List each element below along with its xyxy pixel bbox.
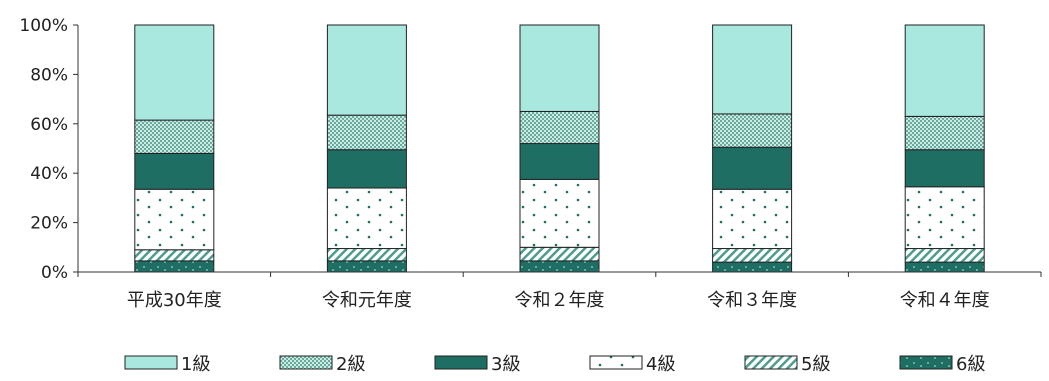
legend: 1級 2級 3級 4級 5級 6級 bbox=[124, 354, 985, 375]
bar-segment bbox=[326, 114, 407, 151]
bar-segment bbox=[134, 119, 215, 154]
bar-segment bbox=[134, 152, 215, 190]
y-tick-label: 60% bbox=[30, 115, 68, 135]
legend-item: 6級 bbox=[899, 354, 985, 375]
x-category-label: 令和４年度 bbox=[900, 290, 990, 311]
x-category-label: 平成30年度 bbox=[127, 290, 222, 311]
bar-segment bbox=[134, 260, 215, 273]
bar-segment bbox=[904, 261, 985, 273]
legend-label: 4級 bbox=[646, 354, 675, 375]
legend-swatch bbox=[124, 355, 178, 370]
bar-stack bbox=[326, 24, 407, 273]
bar-segment bbox=[519, 24, 600, 112]
bar-segment bbox=[134, 188, 215, 251]
bar-segment bbox=[519, 110, 600, 145]
legend-item: 5級 bbox=[744, 354, 830, 375]
bar-stack bbox=[134, 24, 215, 273]
bar-segment bbox=[326, 149, 407, 189]
bar-segment bbox=[904, 186, 985, 250]
bar-segment bbox=[134, 24, 215, 121]
x-axis: 平成30年度 令和元年度 令和２年度 令和３年度 令和４年度 bbox=[77, 271, 1042, 311]
legend-label: 5級 bbox=[801, 354, 830, 375]
legend-label: 1級 bbox=[181, 354, 210, 375]
legend-label: 3級 bbox=[491, 354, 520, 375]
x-category-label: 令和３年度 bbox=[707, 290, 797, 311]
legend-label: 2級 bbox=[336, 354, 365, 375]
legend-item: 2級 bbox=[279, 354, 365, 375]
bar-segment bbox=[519, 260, 600, 273]
legend-swatch bbox=[744, 355, 798, 370]
bar-segment bbox=[712, 113, 793, 148]
bar-segment bbox=[519, 246, 600, 262]
bar-segment bbox=[326, 187, 407, 250]
bar-segment bbox=[712, 146, 793, 190]
bar-segment bbox=[519, 143, 600, 180]
y-tick-label: 20% bbox=[30, 214, 68, 234]
x-category-label: 令和２年度 bbox=[515, 290, 605, 311]
bars bbox=[134, 24, 985, 273]
y-tick-label: 100% bbox=[19, 16, 68, 36]
legend-swatch bbox=[434, 355, 488, 370]
bar-segment bbox=[712, 248, 793, 263]
bar-segment bbox=[134, 249, 215, 262]
bar-segment bbox=[326, 24, 407, 116]
bar-segment bbox=[904, 248, 985, 263]
y-tick-label: 80% bbox=[30, 65, 68, 85]
legend-item: 4級 bbox=[589, 354, 675, 375]
y-axis: 0% 20% 40% 60% 80% 100% bbox=[19, 16, 79, 283]
x-category-label: 令和元年度 bbox=[322, 290, 412, 311]
bar-segment bbox=[904, 24, 985, 117]
legend-swatch bbox=[589, 355, 643, 370]
bar-segment bbox=[326, 260, 407, 273]
legend-swatch bbox=[279, 355, 333, 370]
bar-segment bbox=[326, 248, 407, 262]
legend-label: 6級 bbox=[956, 354, 985, 375]
bar-segment bbox=[904, 149, 985, 188]
legend-item: 3級 bbox=[434, 354, 520, 375]
legend-swatch bbox=[899, 355, 953, 370]
y-tick-label: 0% bbox=[41, 263, 68, 283]
bar-segment bbox=[712, 261, 793, 273]
y-tick-label: 40% bbox=[30, 164, 68, 184]
bar-segment bbox=[519, 178, 600, 248]
bar-stack bbox=[904, 24, 985, 273]
bar-stack bbox=[712, 24, 793, 273]
bar-segment bbox=[712, 24, 793, 115]
legend-item: 1級 bbox=[124, 354, 210, 375]
bar-stack bbox=[519, 24, 600, 273]
bar-segment bbox=[904, 115, 985, 151]
bar-segment bbox=[712, 188, 793, 250]
